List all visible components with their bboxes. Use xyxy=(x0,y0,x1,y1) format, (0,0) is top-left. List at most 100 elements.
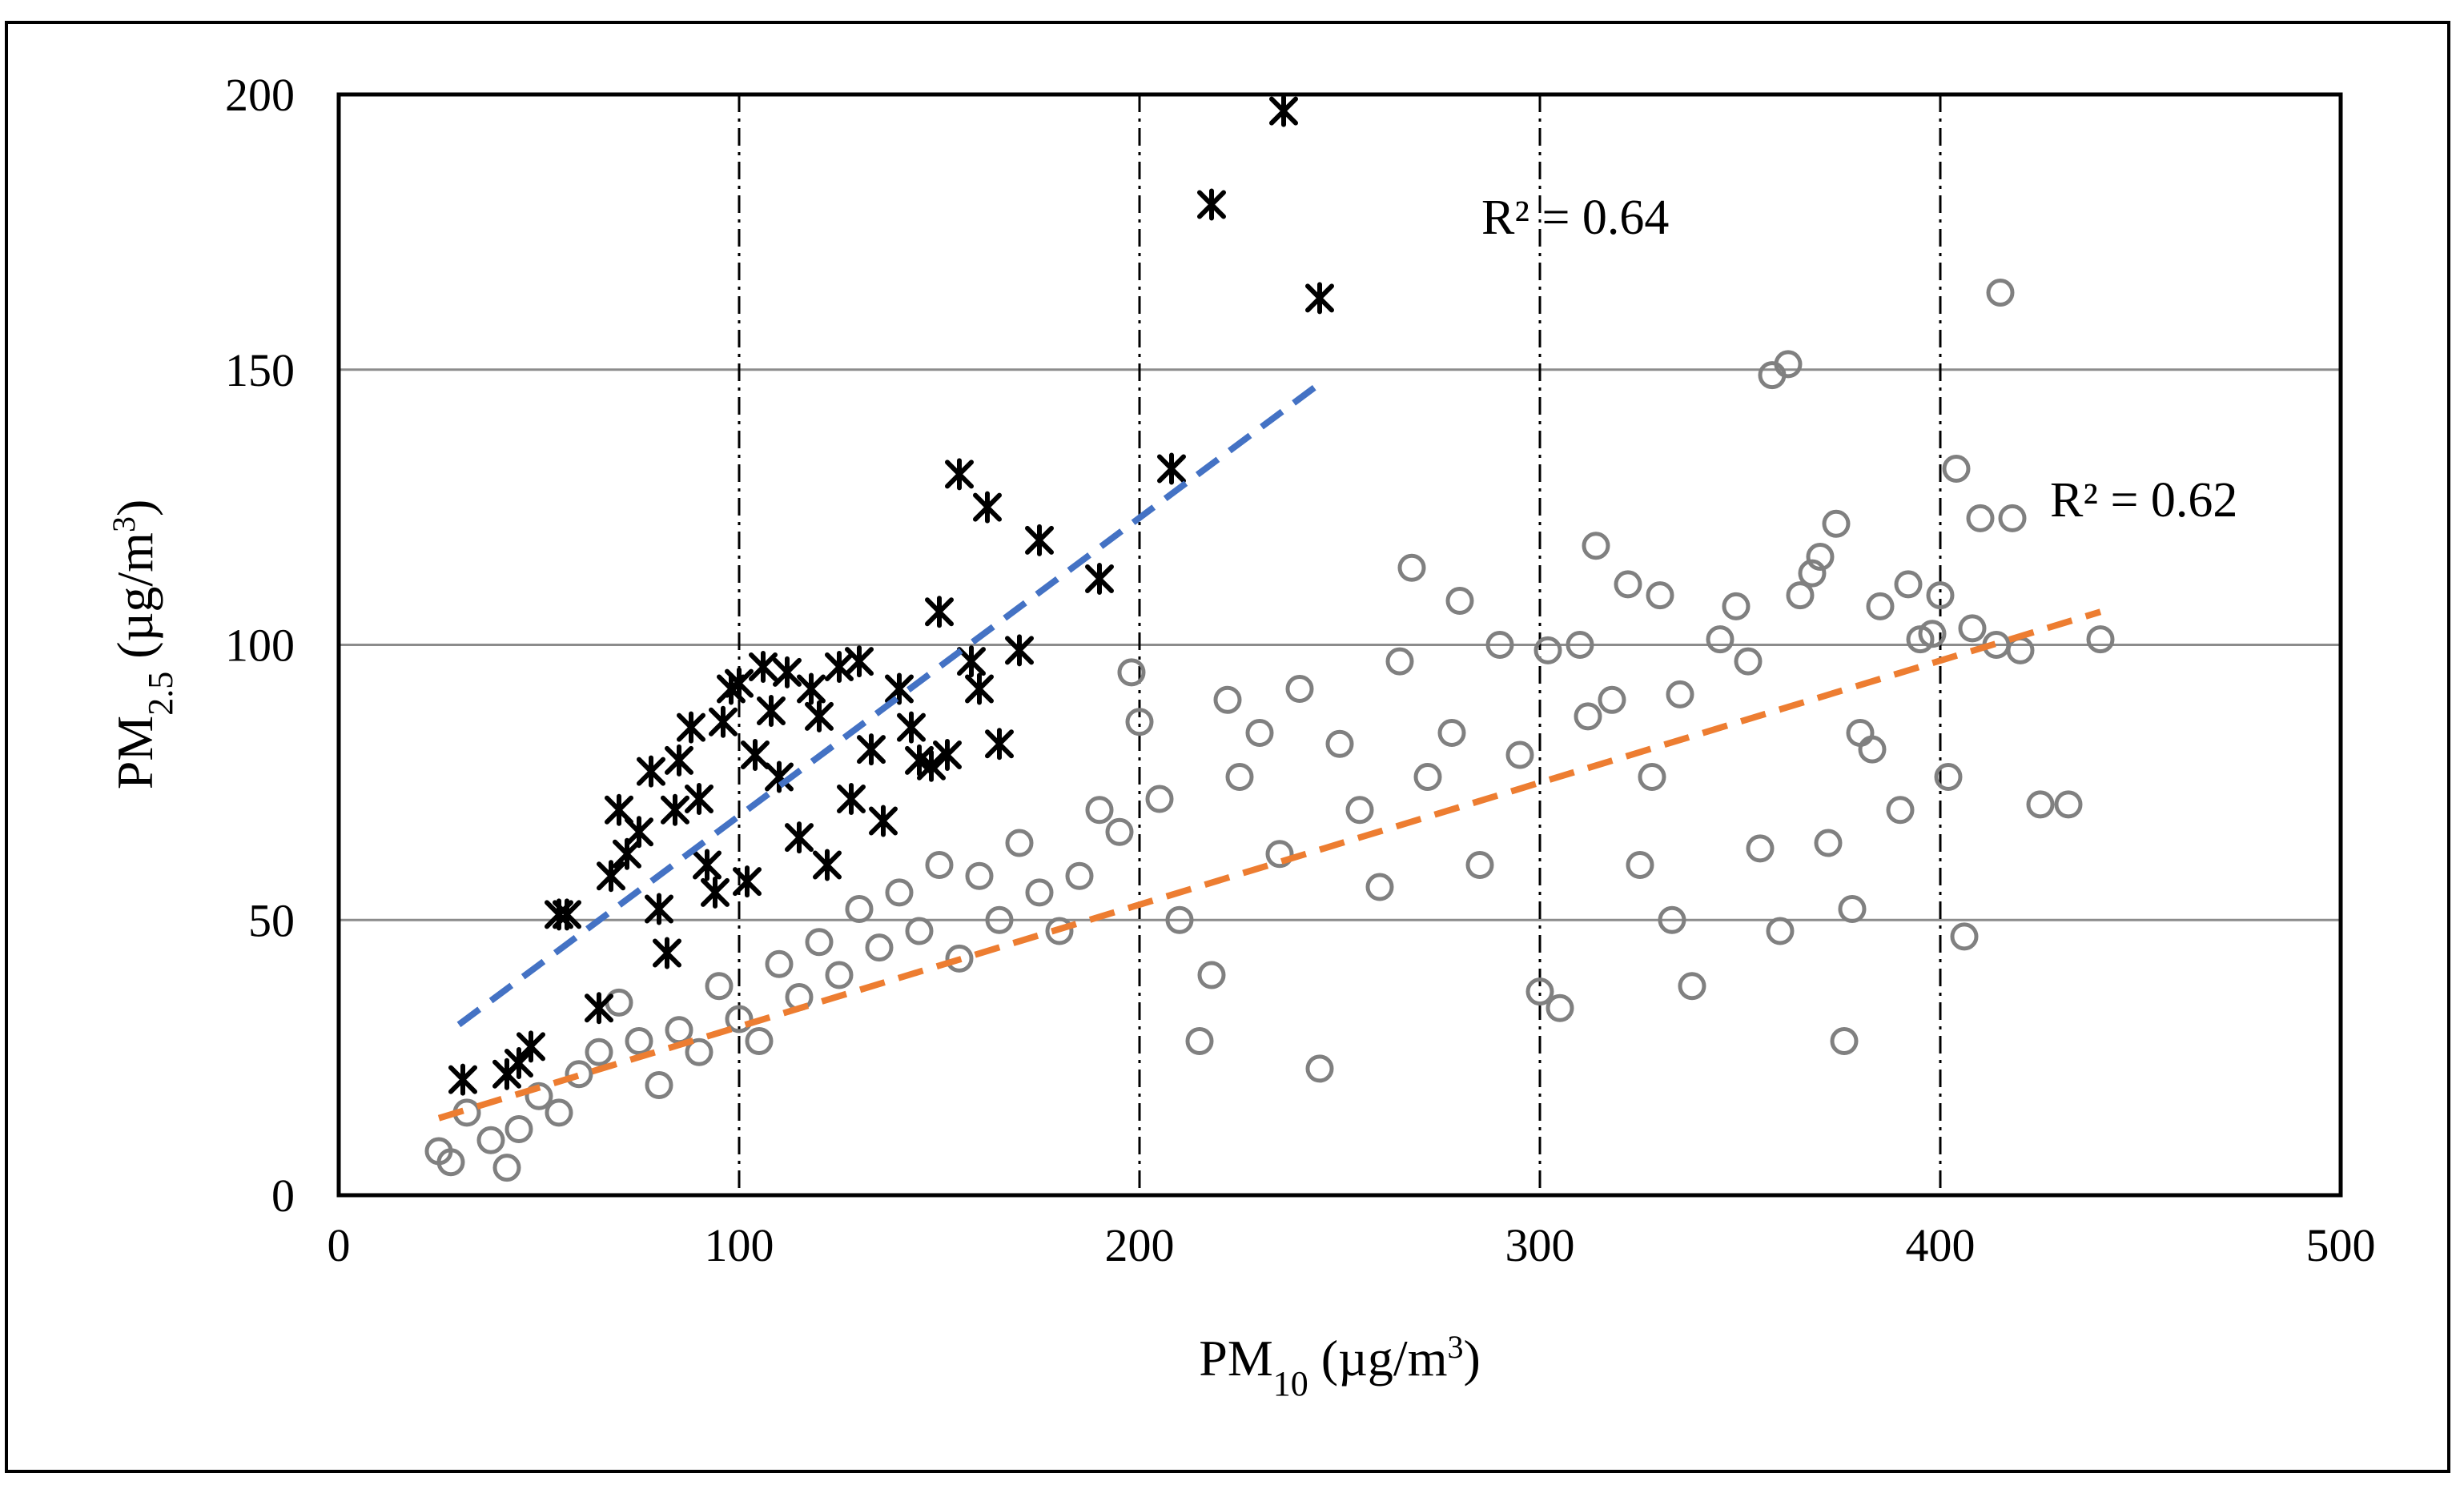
circle-point xyxy=(685,1037,713,1066)
asterisk-point xyxy=(917,749,946,782)
y-tick-label: 50 xyxy=(248,894,295,946)
circle-point xyxy=(1858,735,1887,764)
asterisk-point xyxy=(597,860,625,893)
circle-point xyxy=(1285,675,1314,703)
asterisk-point xyxy=(857,733,886,766)
asterisk-point xyxy=(637,755,665,788)
circle-point xyxy=(1045,917,1074,945)
circle-point xyxy=(1986,279,2015,307)
circle-point xyxy=(1165,905,1194,934)
circle-point xyxy=(1598,685,1626,714)
asterisk-point xyxy=(805,700,834,732)
circle-point xyxy=(436,1148,465,1177)
asterisk-point xyxy=(1085,563,1114,595)
asterisk-point xyxy=(645,893,673,925)
asterisk-point xyxy=(1025,524,1054,556)
circle-point xyxy=(545,1098,573,1127)
y-tick-label: 200 xyxy=(225,69,295,121)
circle-point xyxy=(1485,631,1514,659)
circle-point xyxy=(2054,790,2083,819)
circle-point xyxy=(1998,504,2027,532)
circle-point xyxy=(2086,625,2115,654)
asterisk-point xyxy=(725,667,754,700)
circle-point xyxy=(2026,790,2055,819)
circle-point xyxy=(1265,840,1294,869)
asterisk-point xyxy=(693,849,722,881)
circle-point xyxy=(1225,763,1254,791)
circle-point xyxy=(1758,361,1787,390)
circle-point xyxy=(1105,817,1134,846)
circle-point xyxy=(1325,729,1354,758)
circle-point xyxy=(1117,658,1146,687)
circle-point xyxy=(1926,581,1955,610)
circle-point xyxy=(1666,680,1694,708)
circle-point xyxy=(1437,719,1466,747)
asterisk-point xyxy=(553,898,581,931)
circle-point xyxy=(1638,763,1666,791)
asterisk-point xyxy=(504,1047,533,1079)
circle-point xyxy=(925,851,954,879)
asterisk-point xyxy=(1305,282,1334,315)
circle-point xyxy=(945,944,974,973)
asterisk-point xyxy=(973,491,1002,524)
asterisk-point xyxy=(897,711,926,744)
series-layer xyxy=(424,94,2115,1182)
asterisk-point xyxy=(813,849,842,881)
circle-point xyxy=(625,1027,653,1055)
circle-point xyxy=(645,1071,673,1099)
circle-point xyxy=(1706,625,1734,654)
asterisk-point xyxy=(957,645,986,678)
circle-point xyxy=(845,895,874,923)
circle-point xyxy=(585,1037,613,1066)
circle-point xyxy=(1397,553,1426,582)
circle-point xyxy=(525,1082,553,1110)
circle-point xyxy=(1626,851,1654,879)
circle-point xyxy=(1958,614,1987,643)
circle-point xyxy=(1614,570,1642,599)
circle-point xyxy=(1245,719,1274,747)
circle-point xyxy=(1838,895,1867,923)
circle-point xyxy=(725,1005,754,1033)
x-tick-label: 500 xyxy=(2306,1219,2376,1271)
circle-point xyxy=(1966,504,1995,532)
circle-point xyxy=(1934,763,1963,791)
circle-point xyxy=(885,878,914,907)
circle-point xyxy=(476,1126,505,1154)
x-tick-label: 300 xyxy=(1505,1219,1575,1271)
asterisk-point xyxy=(845,645,874,678)
circle-point xyxy=(1065,861,1094,890)
circle-point xyxy=(1950,922,1979,951)
asterisk-point xyxy=(665,744,693,777)
circle-point xyxy=(1766,917,1795,945)
circle-point xyxy=(1345,796,1374,825)
circle-point xyxy=(1197,961,1226,989)
asterisk-point xyxy=(661,793,689,826)
asterisk-point xyxy=(785,821,814,854)
circle-point xyxy=(1722,592,1751,620)
circle-point xyxy=(705,972,734,1001)
asterisk-point xyxy=(517,1030,545,1063)
circle-point xyxy=(1085,796,1114,825)
circle-point xyxy=(1125,708,1154,736)
circle-point xyxy=(865,933,894,962)
circle-point xyxy=(1746,834,1775,863)
circle-point xyxy=(1582,532,1610,560)
circle-point xyxy=(1734,647,1763,676)
asterisk-point xyxy=(1157,452,1186,485)
circle-point xyxy=(825,961,854,989)
circle-point xyxy=(1822,509,1851,538)
circle-point xyxy=(1830,1027,1859,1055)
plot-area-border xyxy=(336,92,2343,1198)
asterisk-point xyxy=(925,596,954,628)
circle-point xyxy=(1505,740,1534,769)
asterisk-point xyxy=(709,705,738,738)
y-tick-label: 100 xyxy=(225,620,295,672)
circle-point xyxy=(1546,993,1574,1022)
circle-point xyxy=(1185,1027,1214,1055)
circle-point xyxy=(1533,636,1562,664)
asterisk-point xyxy=(797,672,826,705)
asterisk-point xyxy=(965,672,994,705)
asterisk-point xyxy=(1197,188,1226,221)
asterisk-point xyxy=(765,761,794,793)
